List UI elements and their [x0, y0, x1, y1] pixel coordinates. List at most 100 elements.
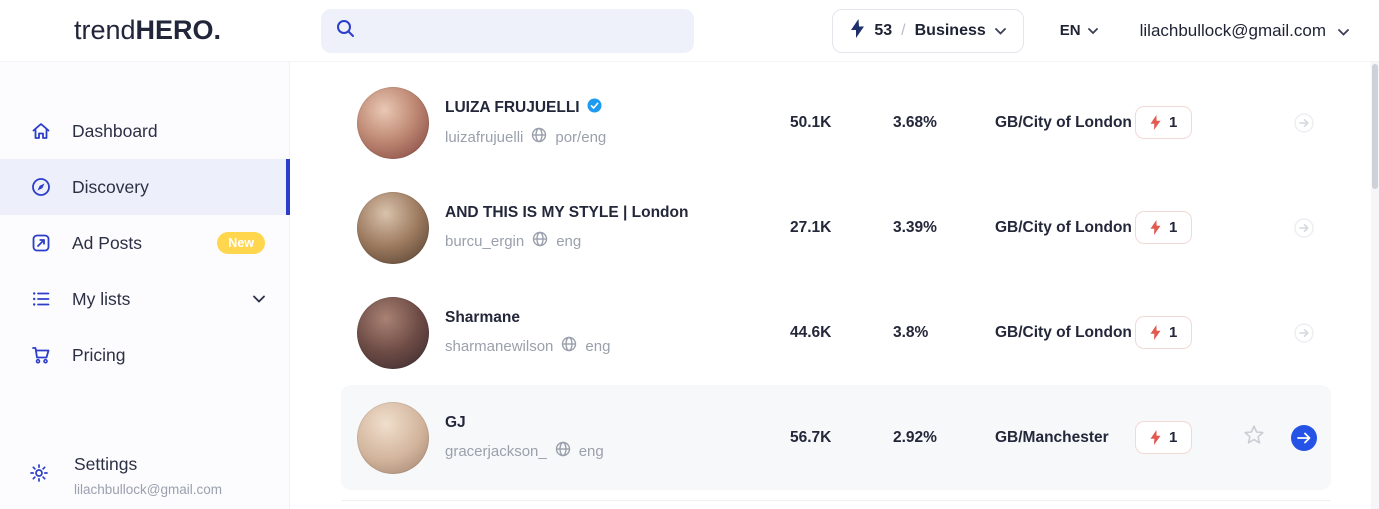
settings-text-block: Settings lilachbullock@gmail.com [74, 454, 222, 497]
sidebar-item-ad-posts[interactable]: Ad Posts New [0, 215, 289, 271]
sidebar-item-pricing[interactable]: Pricing [0, 327, 289, 383]
top-bar: trendHERO. 53 / Business EN lilachbulloc… [0, 0, 1379, 62]
sidebar: Dashboard Discovery Ad Posts New My list… [0, 62, 290, 509]
energy-badge[interactable]: 1 [1135, 316, 1193, 349]
profile-username: burcu_ergin [445, 232, 525, 250]
chevron-down-icon [253, 295, 265, 303]
location: GB/City of London [995, 113, 1132, 131]
vertical-scrollbar[interactable] [1371, 62, 1379, 509]
profile-languages: eng [556, 232, 582, 250]
profile-cell: AND THIS IS MY STYLE | London burcu_ergi… [445, 204, 790, 251]
globe-icon [532, 231, 548, 251]
sidebar-item-label: Discovery [72, 176, 149, 197]
open-profile-button[interactable] [1291, 320, 1317, 346]
credits-plan-button[interactable]: 53 / Business [832, 8, 1024, 53]
influencer-results-list: LUIZA FRUJUELLI luizafrujuelli por/eng 5… [291, 62, 1371, 509]
profile-username: sharmanewilson [445, 337, 554, 355]
profile-languages: por/eng [555, 128, 607, 146]
brand-logo[interactable]: trendHERO. [0, 15, 291, 46]
brand-logo-part1: trend [74, 15, 136, 45]
sidebar-settings[interactable]: Settings lilachbullock@gmail.com [30, 454, 222, 497]
search-input[interactable] [365, 21, 680, 40]
globe-icon [561, 336, 577, 356]
sidebar-item-dashboard[interactable]: Dashboard [0, 103, 289, 159]
scrollbar-thumb[interactable] [1372, 64, 1378, 189]
table-row[interactable]: AND THIS IS MY STYLE | London burcu_ergi… [341, 175, 1331, 280]
energy-badge[interactable]: 1 [1135, 421, 1193, 454]
profile-name: AND THIS IS MY STYLE | London [445, 204, 689, 221]
avatar[interactable] [357, 401, 429, 474]
compass-icon [30, 177, 52, 197]
energy-cell: 1 [1135, 106, 1230, 139]
lightning-icon [1150, 220, 1161, 235]
energy-cell: 1 [1135, 211, 1230, 244]
energy-count: 1 [1169, 324, 1178, 341]
chevron-down-icon [1087, 22, 1098, 39]
sidebar-item-label: Dashboard [72, 120, 158, 141]
energy-cell: 1 [1135, 421, 1230, 454]
sidebar-nav: Dashboard Discovery Ad Posts New My list… [0, 62, 290, 383]
verified-badge-icon [587, 98, 602, 118]
search-bar[interactable] [321, 8, 694, 53]
followers-count: 50.1K [790, 113, 832, 131]
profile-username: gracerjackson_ [445, 442, 547, 460]
engagement-rate: 3.8% [893, 323, 929, 341]
table-row[interactable]: GJ gracerjackson_ eng 56.7K 2.92% GB/Man… [341, 385, 1331, 490]
plan-name: Business [914, 21, 986, 39]
energy-badge[interactable]: 1 [1135, 211, 1193, 244]
row-divider [341, 500, 1331, 501]
energy-count: 1 [1169, 219, 1178, 236]
account-menu[interactable]: lilachbullock@gmail.com [1140, 21, 1349, 41]
globe-icon [555, 441, 571, 461]
arrow-right-icon [1294, 217, 1314, 238]
location: GB/City of London [995, 323, 1132, 341]
open-profile-button[interactable] [1291, 110, 1317, 136]
arrow-right-icon [1297, 432, 1311, 443]
credits-divider: / [901, 21, 906, 39]
profile-languages: eng [578, 442, 604, 460]
energy-count: 1 [1169, 114, 1178, 131]
favorite-star-button[interactable] [1242, 423, 1266, 452]
brand-logo-part2: HERO. [135, 15, 222, 45]
arrow-right-icon [1294, 322, 1314, 343]
lightning-icon [850, 18, 865, 43]
location: GB/City of London [995, 218, 1132, 236]
engagement-rate: 3.39% [893, 218, 937, 236]
language-label: EN [1059, 22, 1081, 39]
avatar[interactable] [357, 191, 429, 264]
profile-cell: Sharmane sharmanewilson eng [445, 309, 790, 356]
chevron-down-icon [994, 22, 1006, 40]
search-icon [335, 18, 355, 43]
profile-name: LUIZA FRUJUELLI [445, 99, 580, 116]
sidebar-item-label: My lists [72, 288, 131, 309]
location: GB/Manchester [995, 428, 1109, 446]
lightning-icon [1150, 115, 1161, 130]
sidebar-item-label: Pricing [72, 344, 126, 365]
sidebar-item-my-lists[interactable]: My lists [0, 271, 289, 327]
energy-badge[interactable]: 1 [1135, 106, 1193, 139]
avatar[interactable] [357, 86, 429, 159]
credits-count: 53 [874, 21, 893, 39]
home-icon [30, 121, 52, 141]
open-profile-button[interactable] [1291, 215, 1317, 241]
energy-count: 1 [1169, 429, 1178, 446]
ad-posts-icon [30, 233, 52, 253]
profile-languages: eng [585, 337, 611, 355]
sidebar-item-discovery[interactable]: Discovery [0, 159, 290, 215]
followers-count: 56.7K [790, 428, 832, 446]
avatar[interactable] [357, 296, 429, 369]
settings-email: lilachbullock@gmail.com [74, 482, 223, 497]
lightning-icon [1150, 325, 1161, 340]
profile-cell: GJ gracerjackson_ eng [445, 414, 790, 461]
table-row[interactable]: Sharmane sharmanewilson eng 44.6K 3.8% G… [341, 280, 1331, 385]
globe-icon [531, 127, 547, 147]
language-selector[interactable]: EN [1060, 22, 1098, 39]
table-row[interactable]: LUIZA FRUJUELLI luizafrujuelli por/eng 5… [341, 70, 1331, 175]
energy-cell: 1 [1135, 316, 1230, 349]
arrow-right-icon [1294, 112, 1314, 133]
engagement-rate: 2.92% [893, 428, 937, 446]
engagement-rate: 3.68% [893, 113, 937, 131]
chevron-down-icon [1338, 21, 1349, 41]
new-badge: New [217, 232, 265, 254]
open-profile-button[interactable] [1291, 424, 1317, 451]
